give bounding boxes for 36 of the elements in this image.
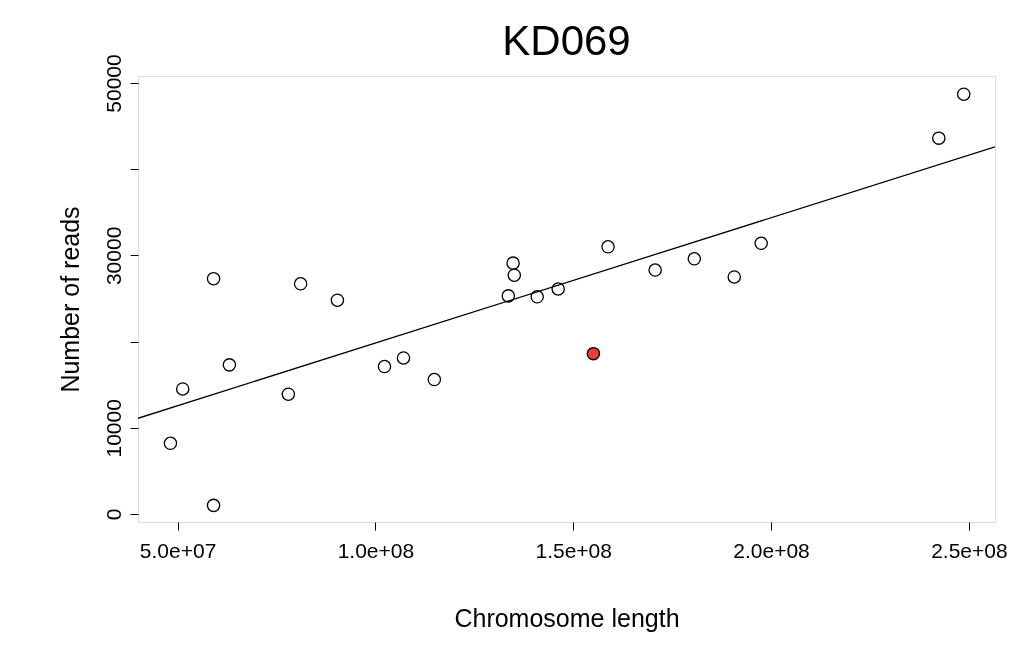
chart-title: KD069 bbox=[502, 16, 631, 64]
point bbox=[175, 382, 190, 396]
point bbox=[727, 270, 742, 284]
point bbox=[551, 282, 565, 296]
point bbox=[206, 271, 221, 286]
x-tick-label: 2.5e+08 bbox=[931, 538, 1008, 562]
point bbox=[501, 289, 516, 303]
point bbox=[222, 358, 237, 372]
x-tick-label: 1.0e+08 bbox=[337, 538, 415, 562]
point bbox=[507, 268, 522, 282]
point bbox=[281, 387, 296, 401]
point bbox=[687, 252, 702, 266]
point bbox=[601, 240, 615, 254]
point bbox=[206, 498, 221, 513]
x-tick-label: 1.5e+08 bbox=[535, 538, 612, 562]
x-axis-title: Chromosome length bbox=[454, 603, 680, 632]
y-tick-label: 0 bbox=[101, 508, 125, 521]
point bbox=[956, 87, 971, 101]
point bbox=[377, 359, 392, 374]
point bbox=[163, 436, 178, 451]
point bbox=[648, 263, 662, 277]
point bbox=[506, 256, 520, 270]
point bbox=[330, 293, 345, 307]
y-tick-label: 30000 bbox=[101, 226, 125, 286]
y-tick-label: 10000 bbox=[101, 399, 125, 458]
point bbox=[754, 236, 768, 251]
point bbox=[530, 290, 544, 304]
point bbox=[932, 131, 946, 145]
y-axis-title: Number of reads bbox=[55, 206, 84, 393]
x-tick-label: 2.0e+08 bbox=[733, 538, 810, 562]
point bbox=[586, 346, 601, 361]
point bbox=[396, 351, 411, 365]
point bbox=[293, 277, 308, 291]
point bbox=[427, 372, 442, 387]
y-tick-label: 50000 bbox=[101, 54, 125, 113]
x-tick-label: 5.0e+07 bbox=[139, 538, 217, 562]
